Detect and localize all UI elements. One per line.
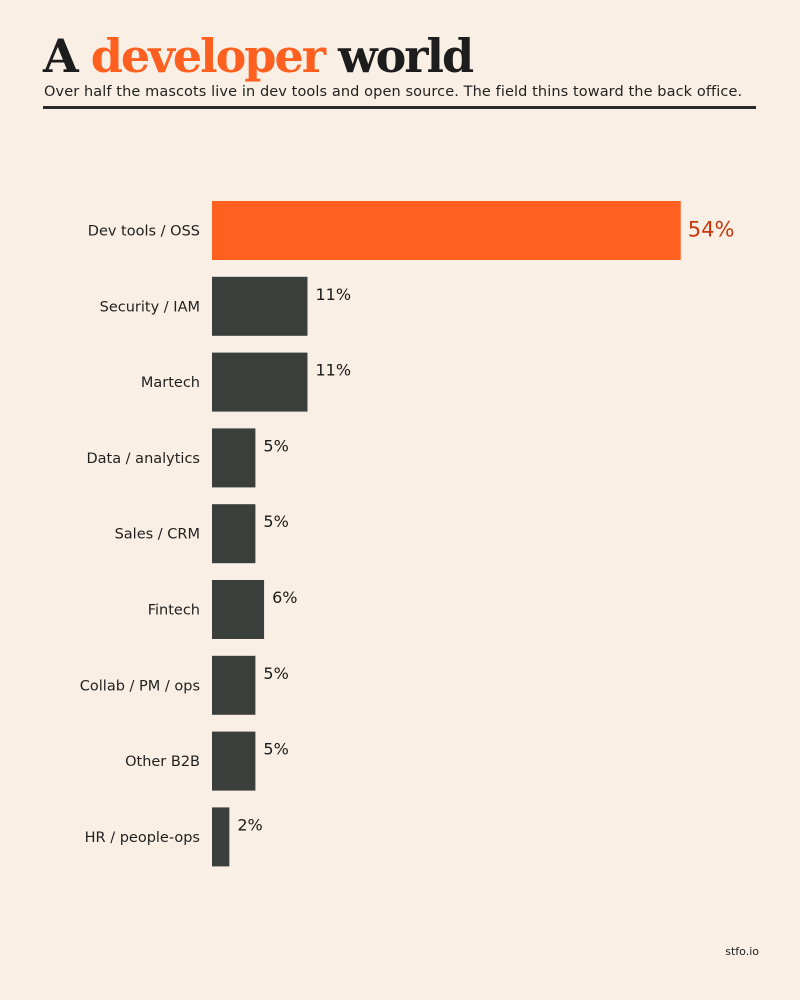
title-start: A	[43, 29, 79, 83]
category-label: Collab / PM / ops	[80, 678, 200, 694]
value-label: 2%	[237, 815, 262, 834]
category-label: Dev tools / OSS	[88, 224, 200, 240]
bar-dev-tools-oss	[212, 201, 681, 260]
category-label: Security / IAM	[100, 299, 200, 315]
category-label: Data / analytics	[86, 451, 200, 467]
source-credit: stfo.io	[725, 945, 759, 958]
bar-chart: Dev tools / OSS 54% Security / IAM 11% Marte…	[80, 201, 735, 867]
value-label: 6%	[272, 588, 297, 607]
title-accent: developer	[90, 29, 326, 83]
chart-title: A developer world	[43, 28, 474, 84]
bar-other-b2b	[212, 731, 256, 791]
value-label: 5%	[263, 436, 288, 455]
bar-hr-people-ops	[212, 807, 230, 867]
category-label: Sales / CRM	[115, 527, 200, 543]
value-label: 11%	[315, 361, 351, 380]
bar-data-analytics	[212, 428, 256, 488]
bar-sales-crm	[212, 504, 256, 564]
bar-martech	[212, 352, 308, 412]
value-label: 5%	[263, 512, 288, 531]
bar-collab-pm-ops	[212, 655, 256, 715]
category-label: HR / people-ops	[85, 830, 200, 846]
title-divider	[43, 106, 756, 109]
bar-security-iam	[212, 276, 308, 336]
title-end: world	[337, 29, 474, 83]
chart-subtitle: Over half the mascots live in dev tools …	[44, 84, 743, 100]
bar-fintech	[212, 580, 265, 639]
category-label: Martech	[141, 375, 200, 391]
value-label: 11%	[315, 285, 351, 304]
category-label: Other B2B	[125, 754, 200, 770]
value-label: 5%	[263, 664, 288, 683]
value-label: 5%	[263, 740, 288, 759]
value-label: 54%	[688, 218, 735, 242]
category-label: Fintech	[148, 603, 200, 619]
